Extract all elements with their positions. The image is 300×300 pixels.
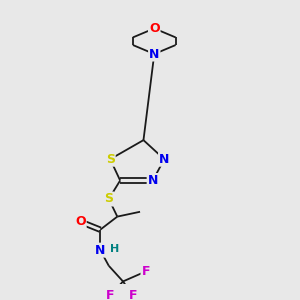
Text: O: O (75, 215, 86, 228)
Text: F: F (106, 289, 115, 300)
Text: H: H (110, 244, 120, 254)
Text: N: N (95, 244, 105, 256)
Text: S: S (106, 153, 115, 166)
Text: N: N (149, 47, 160, 61)
Text: O: O (149, 22, 160, 35)
Text: S: S (104, 193, 113, 206)
Text: F: F (129, 289, 137, 300)
Text: N: N (148, 174, 158, 187)
Text: F: F (142, 265, 150, 278)
Text: N: N (159, 153, 169, 166)
